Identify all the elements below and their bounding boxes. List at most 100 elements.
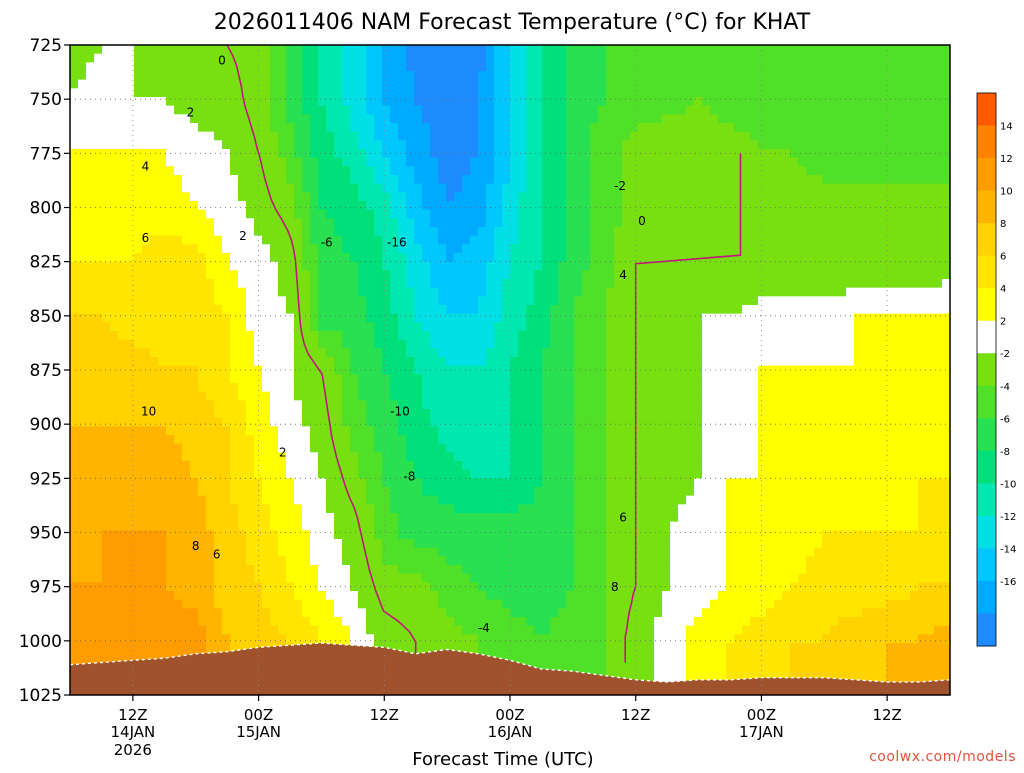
- field-cell: [350, 435, 359, 445]
- field-cell: [582, 331, 591, 341]
- field-cell: [318, 305, 327, 315]
- field-cell: [246, 71, 255, 81]
- field-cell: [886, 183, 895, 193]
- field-cell: [334, 322, 343, 332]
- field-cell: [422, 157, 431, 167]
- field-cell: [238, 45, 247, 55]
- field-cell: [630, 305, 639, 315]
- field-cell: [214, 114, 223, 124]
- field-cell: [582, 218, 591, 228]
- field-cell: [518, 261, 527, 271]
- field-cell: [518, 374, 527, 384]
- field-cell: [254, 374, 263, 384]
- field-cell: [686, 322, 695, 332]
- field-cell: [822, 279, 831, 289]
- field-cell: [350, 400, 359, 410]
- field-cell: [430, 391, 439, 401]
- field-cell: [926, 287, 935, 297]
- field-cell: [270, 149, 279, 159]
- field-cell: [718, 261, 727, 271]
- field-cell: [222, 62, 231, 72]
- field-cell: [550, 383, 559, 393]
- field-cell: [526, 123, 535, 133]
- field-cell: [822, 383, 831, 393]
- field-cell: [142, 357, 151, 367]
- field-cell: [574, 339, 583, 349]
- field-cell: [342, 409, 351, 419]
- field-cell: [726, 339, 735, 349]
- field-cell: [726, 357, 735, 367]
- field-cell: [902, 71, 911, 81]
- field-cell: [502, 287, 511, 297]
- field-cell: [934, 53, 943, 63]
- field-cell: [238, 183, 247, 193]
- field-cell: [758, 79, 767, 89]
- field-cell: [214, 287, 223, 297]
- field-cell: [862, 166, 871, 176]
- field-cell: [126, 62, 135, 72]
- field-cell: [350, 426, 359, 436]
- field-cell: [190, 435, 199, 445]
- field-cell: [854, 270, 863, 280]
- field-cell: [846, 244, 855, 254]
- field-cell: [430, 305, 439, 315]
- field-cell: [638, 88, 647, 98]
- field-cell: [158, 105, 167, 115]
- field-cell: [398, 131, 407, 141]
- field-cell: [646, 426, 655, 436]
- field-cell: [870, 322, 879, 332]
- field-cell: [518, 157, 527, 167]
- field-cell: [78, 45, 87, 55]
- field-cell: [110, 287, 119, 297]
- field-cell: [550, 192, 559, 202]
- field-cell: [430, 261, 439, 271]
- field-cell: [278, 331, 287, 341]
- field-cell: [222, 71, 231, 81]
- field-cell: [670, 175, 679, 185]
- field-cell: [606, 313, 615, 323]
- field-cell: [910, 149, 919, 159]
- field-cell: [422, 53, 431, 63]
- field-cell: [366, 322, 375, 332]
- field-cell: [910, 105, 919, 115]
- field-cell: [870, 261, 879, 271]
- field-cell: [558, 166, 567, 176]
- field-cell: [902, 287, 911, 297]
- field-cell: [222, 175, 231, 185]
- field-cell: [254, 400, 263, 410]
- field-cell: [462, 79, 471, 89]
- field-cell: [230, 235, 239, 245]
- field-cell: [942, 97, 950, 107]
- field-cell: [286, 322, 295, 332]
- field-cell: [246, 270, 255, 280]
- field-cell: [470, 227, 479, 237]
- field-cell: [678, 149, 687, 159]
- field-cell: [470, 209, 479, 219]
- field-cell: [734, 88, 743, 98]
- field-cell: [558, 45, 567, 55]
- field-cell: [782, 157, 791, 167]
- field-cell: [910, 140, 919, 150]
- field-cell: [646, 383, 655, 393]
- field-cell: [926, 192, 935, 202]
- field-cell: [238, 201, 247, 211]
- field-cell: [94, 296, 103, 306]
- field-cell: [822, 71, 831, 81]
- field-cell: [854, 322, 863, 332]
- field-cell: [758, 331, 767, 341]
- field-cell: [654, 409, 663, 419]
- field-cell: [366, 348, 375, 358]
- field-cell: [566, 383, 575, 393]
- field-cell: [214, 218, 223, 228]
- field-cell: [622, 79, 631, 89]
- field-cell: [510, 97, 519, 107]
- field-cell: [934, 426, 943, 436]
- field-cell: [702, 383, 711, 393]
- field-cell: [70, 244, 79, 254]
- field-cell: [94, 339, 103, 349]
- field-cell: [598, 201, 607, 211]
- field-cell: [118, 183, 127, 193]
- field-cell: [686, 97, 695, 107]
- field-cell: [470, 383, 479, 393]
- field-cell: [342, 287, 351, 297]
